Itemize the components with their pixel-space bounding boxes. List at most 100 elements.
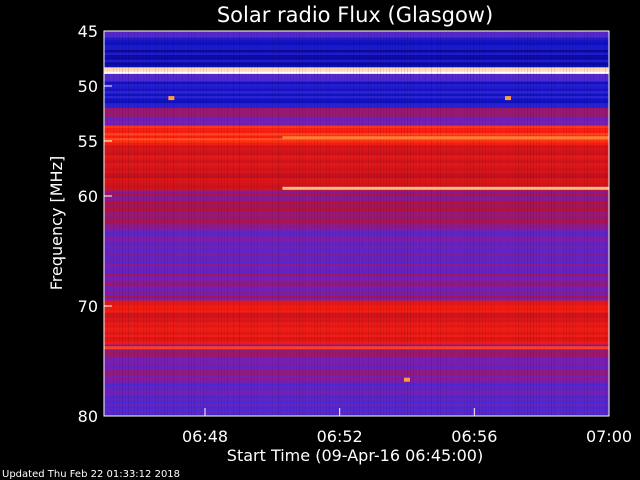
- texture-streak: [326, 31, 327, 416]
- band-4: [104, 98, 609, 102]
- texture-streak: [119, 31, 120, 416]
- band-10: [104, 280, 609, 284]
- texture-streak: [206, 31, 207, 416]
- texture-streak: [416, 31, 417, 416]
- texture-streak: [302, 31, 303, 416]
- band-6: [104, 125, 609, 129]
- band-12: [104, 344, 609, 348]
- texture-streak: [455, 31, 456, 416]
- y-axis-label: Frequency [MHz]: [47, 156, 66, 290]
- band-0: [104, 33, 609, 36]
- texture-streak: [527, 31, 528, 416]
- texture-streak: [368, 31, 369, 416]
- band-11: [104, 310, 609, 314]
- x-tick-label: 06:56: [451, 427, 497, 446]
- band-1: [104, 64, 609, 68]
- texture-streak: [110, 31, 111, 416]
- band-1: [104, 45, 609, 48]
- texture-streak: [125, 31, 126, 416]
- texture-streak: [284, 31, 285, 416]
- band-7: [104, 177, 609, 181]
- emission-spot: [168, 96, 175, 101]
- band-12: [104, 377, 609, 381]
- texture-streak: [146, 31, 147, 416]
- texture-streak: [419, 31, 420, 416]
- band-11: [104, 329, 609, 333]
- texture-streak: [404, 31, 405, 416]
- band-1: [104, 52, 609, 56]
- y-tick-label: 60: [78, 187, 98, 206]
- band-8: [104, 213, 609, 217]
- band-7: [104, 157, 609, 161]
- texture-streak: [359, 31, 360, 416]
- band-12: [104, 354, 609, 358]
- band-12: [104, 357, 609, 361]
- texture-streak: [572, 31, 573, 416]
- updated-timestamp: Updated Thu Feb 22 01:33:12 2018: [2, 469, 180, 480]
- texture-streak: [560, 31, 561, 416]
- texture-streak: [269, 31, 270, 416]
- texture-streak: [239, 31, 240, 416]
- texture-streak: [245, 31, 246, 416]
- texture-streak: [398, 31, 399, 416]
- band-2: [104, 69, 609, 73]
- texture-streak: [422, 31, 423, 416]
- texture-streak: [443, 31, 444, 416]
- band-8: [104, 198, 609, 202]
- band-1: [104, 49, 609, 53]
- texture-streak: [224, 31, 225, 416]
- band-9: [104, 263, 609, 267]
- band-7: [104, 175, 609, 179]
- texture-streak: [317, 31, 318, 416]
- texture-streak: [185, 31, 186, 416]
- texture-streak: [170, 31, 171, 416]
- band-10: [104, 285, 609, 289]
- band-9: [104, 265, 609, 269]
- band-13: [104, 410, 609, 414]
- band-9: [104, 270, 609, 274]
- band-11: [104, 332, 609, 336]
- band-8: [104, 195, 609, 199]
- texture-streak: [476, 31, 477, 416]
- band-2: [104, 67, 609, 70]
- texture-streak: [383, 31, 384, 416]
- band-8: [104, 200, 609, 204]
- band-12: [104, 359, 609, 363]
- texture-streak: [221, 31, 222, 416]
- band-11: [104, 337, 609, 341]
- texture-streak: [335, 31, 336, 416]
- band-13: [104, 408, 609, 412]
- y-tick-label: 80: [78, 407, 98, 426]
- band-13: [104, 385, 609, 389]
- band-5: [104, 108, 609, 111]
- band-9: [104, 268, 609, 271]
- band-6: [104, 142, 609, 146]
- band-11: [104, 320, 609, 323]
- texture-streak: [323, 31, 324, 416]
- texture-streak: [599, 31, 600, 416]
- texture-streak: [164, 31, 165, 416]
- band-1: [104, 59, 609, 63]
- band-7: [104, 172, 609, 176]
- texture-streak: [530, 31, 531, 416]
- texture-streak: [410, 31, 411, 416]
- texture-streak: [167, 31, 168, 416]
- emission-line: [282, 136, 609, 140]
- texture-streak: [407, 31, 408, 416]
- band-0: [104, 31, 609, 34]
- texture-streak: [215, 31, 216, 416]
- texture-streak: [437, 31, 438, 416]
- texture-streak: [593, 31, 594, 416]
- texture-streak: [320, 31, 321, 416]
- band-13: [104, 393, 609, 397]
- texture-streak: [566, 31, 567, 416]
- band-1: [104, 62, 609, 66]
- band-1: [104, 47, 609, 51]
- texture-streak: [557, 31, 558, 416]
- band-3: [104, 76, 609, 80]
- band-7: [104, 155, 609, 159]
- x-tick-label: 07:00: [586, 427, 632, 446]
- band-4: [104, 81, 609, 85]
- texture-streak: [296, 31, 297, 416]
- texture-streak: [173, 31, 174, 416]
